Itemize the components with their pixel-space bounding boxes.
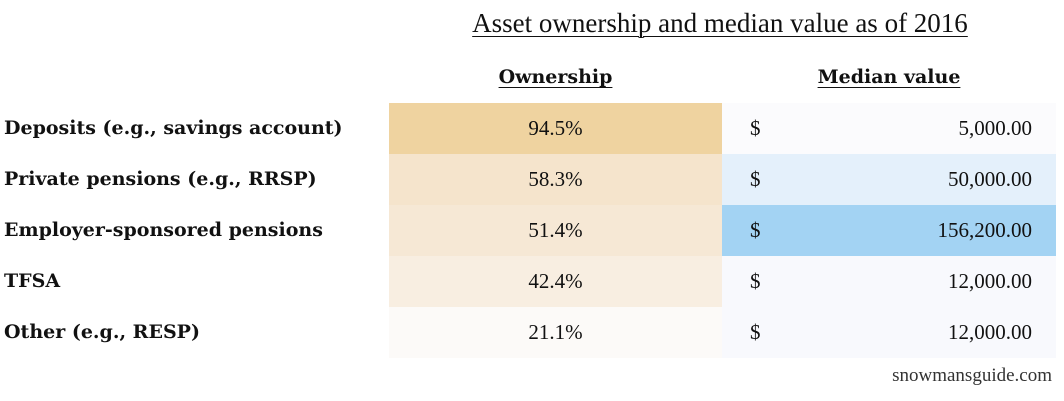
median-value-cell: $156,200.00 — [722, 205, 1056, 256]
currency-symbol: $ — [750, 218, 761, 242]
median-amount: 156,200.00 — [937, 218, 1033, 242]
column-header-median-value: Median value — [817, 66, 961, 88]
table-row: Deposits (e.g., savings account) 94.5% $5,… — [0, 103, 1064, 154]
row-label: Deposits (e.g., savings account) — [4, 117, 343, 139]
median-amount: 50,000.00 — [948, 167, 1032, 191]
currency-symbol: $ — [750, 167, 761, 191]
median-value-cell: $12,000.00 — [722, 307, 1056, 358]
table-row: Private pensions (e.g., RRSP) 58.3% $50,00… — [0, 154, 1064, 205]
row-label: Employer-sponsored pensions — [4, 219, 323, 241]
ownership-cell: 58.3% — [389, 154, 722, 205]
median-value-cell: $50,000.00 — [722, 154, 1056, 205]
chart-title: Asset ownership and median value as of 2… — [472, 8, 968, 38]
ownership-cell: 21.1% — [389, 307, 722, 358]
median-amount: 5,000.00 — [958, 116, 1033, 140]
column-header-ownership: Ownership — [498, 66, 613, 88]
median-amount: 12,000.00 — [948, 269, 1032, 293]
table-row: TFSA 42.4% $12,000.00 — [0, 256, 1064, 307]
table-row: Employer-sponsored pensions 51.4% $156,200… — [0, 205, 1064, 256]
row-label: Private pensions (e.g., RRSP) — [4, 168, 317, 190]
ownership-cell: 94.5% — [389, 103, 722, 154]
median-value-cell: $12,000.00 — [722, 256, 1056, 307]
currency-symbol: $ — [750, 116, 761, 140]
row-label: TFSA — [4, 270, 61, 292]
ownership-cell: 42.4% — [389, 256, 722, 307]
median-amount: 12,000.00 — [948, 320, 1032, 344]
currency-symbol: $ — [750, 269, 761, 293]
row-label: Other (e.g., RESP) — [4, 321, 200, 343]
median-value-cell: $5,000.00 — [722, 103, 1056, 154]
source-credit: snowmansguide.com — [892, 365, 1052, 386]
ownership-cell: 51.4% — [389, 205, 722, 256]
table-row: Other (e.g., RESP) 21.1% $12,000.00 — [0, 307, 1064, 358]
currency-symbol: $ — [750, 320, 761, 344]
